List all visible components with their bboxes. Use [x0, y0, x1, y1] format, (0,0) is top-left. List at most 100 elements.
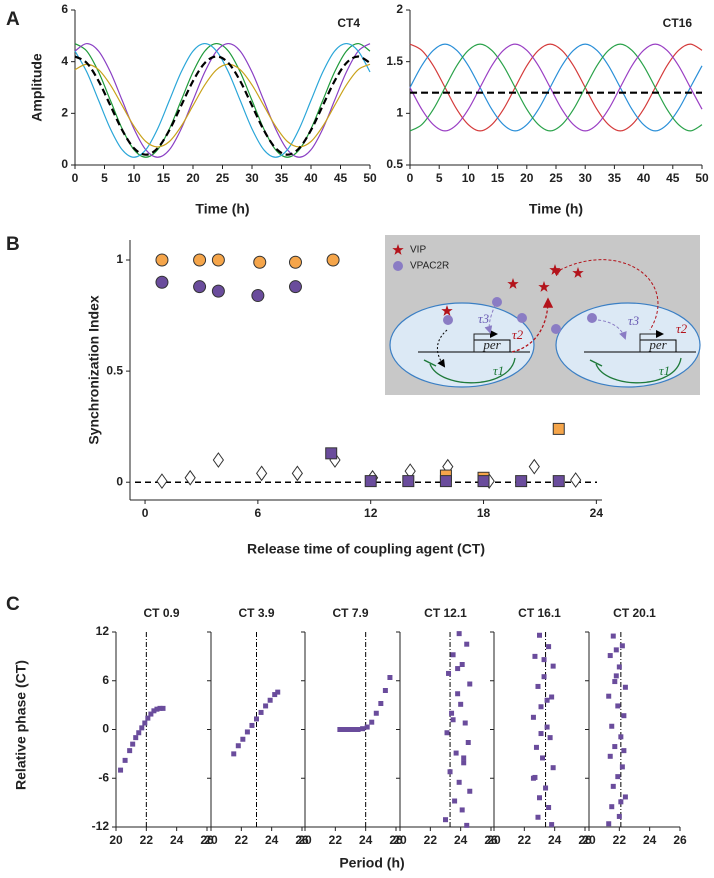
receptor — [587, 313, 597, 323]
point — [615, 703, 621, 709]
receptor — [551, 324, 561, 334]
point — [337, 727, 343, 732]
x-tick-label: 15 — [491, 171, 505, 185]
point — [477, 475, 490, 488]
point — [613, 647, 619, 653]
point — [621, 748, 627, 754]
gene-label: per — [648, 337, 667, 352]
point — [364, 724, 370, 730]
point — [621, 713, 627, 719]
delay-label: τ1 — [493, 363, 504, 378]
point — [148, 711, 154, 717]
x-tick-label: 5 — [101, 171, 108, 185]
point — [462, 720, 468, 726]
point — [450, 652, 456, 658]
point — [610, 633, 616, 639]
point — [118, 767, 124, 773]
point — [461, 760, 467, 766]
y-tick-label: 1 — [396, 106, 403, 120]
point — [291, 465, 303, 482]
point — [122, 757, 128, 763]
point — [351, 727, 357, 732]
x-tick-label: 24 — [170, 833, 184, 847]
y-tick-label: 12 — [96, 624, 110, 638]
point — [619, 764, 625, 770]
point — [461, 755, 467, 761]
point — [538, 731, 544, 737]
point — [456, 631, 462, 637]
x-tick-label: 24 — [590, 506, 604, 520]
cell — [555, 302, 701, 388]
point — [154, 706, 160, 712]
point — [618, 734, 624, 740]
chart-title: CT 20.1 — [613, 606, 656, 620]
y-tick-label: -12 — [92, 819, 110, 833]
point — [288, 255, 302, 269]
x-tick-label: 22 — [424, 833, 438, 847]
x-tick-label: 35 — [608, 171, 622, 185]
y-tick-label: 4 — [61, 54, 68, 68]
point — [456, 779, 462, 785]
x-tick-label: 24 — [548, 833, 562, 847]
point — [127, 748, 133, 754]
point — [535, 814, 541, 820]
y-tick-label: 6 — [61, 2, 68, 16]
point — [613, 673, 619, 679]
x-tick-label: 22 — [518, 833, 532, 847]
x-tick-label: 22 — [613, 833, 627, 847]
point — [449, 710, 455, 716]
point — [607, 753, 613, 759]
chart-title: CT4 — [337, 16, 360, 30]
point — [184, 469, 196, 486]
x-tick-label: 20 — [582, 833, 596, 847]
y-tick-label: -6 — [98, 770, 109, 784]
point — [151, 708, 157, 714]
point — [211, 253, 225, 267]
feedback-bar — [423, 359, 437, 367]
y-tick-label: 0.5 — [106, 363, 123, 377]
point — [616, 664, 622, 670]
x-tick-label: 20 — [487, 833, 501, 847]
x-tick-label: 25 — [549, 171, 563, 185]
point — [450, 717, 456, 723]
point — [373, 710, 379, 716]
point — [439, 475, 452, 488]
point — [369, 719, 375, 725]
x-axis-label: Time (h) — [529, 201, 583, 217]
x-tick-label: 15 — [157, 171, 171, 185]
receptor — [517, 313, 527, 323]
series-line — [409, 43, 703, 132]
point — [467, 681, 473, 687]
point — [142, 720, 148, 726]
x-tick-label: 24 — [265, 833, 279, 847]
panel-label: A — [6, 9, 20, 30]
point — [550, 765, 556, 771]
point — [355, 727, 361, 732]
x-axis-label: Time (h) — [195, 201, 249, 217]
y-tick-label: 2 — [61, 106, 68, 120]
point — [533, 744, 539, 750]
point — [549, 694, 555, 700]
point — [133, 735, 139, 741]
promoter-arrow — [639, 330, 664, 352]
point — [155, 253, 169, 267]
y-tick-label: 1.5 — [386, 54, 403, 68]
x-tick-label: 20 — [109, 833, 123, 847]
chart-title: CT 0.9 — [143, 606, 179, 620]
x-tick-label: 24 — [359, 833, 373, 847]
y-tick-label: 0 — [116, 474, 123, 488]
y-tick-label: 0.5 — [386, 157, 403, 171]
point — [546, 805, 552, 810]
y-axis-label: Synchronization Index — [86, 295, 102, 445]
point — [615, 774, 621, 780]
y-axis-label: Amplitude — [29, 53, 45, 122]
x-tick-label: 30 — [579, 171, 593, 185]
point — [455, 691, 461, 697]
point — [465, 740, 471, 745]
point — [607, 653, 613, 659]
point — [606, 693, 612, 699]
point — [552, 422, 565, 435]
panel-label: C — [6, 594, 20, 615]
point — [402, 475, 415, 488]
point — [549, 822, 555, 828]
